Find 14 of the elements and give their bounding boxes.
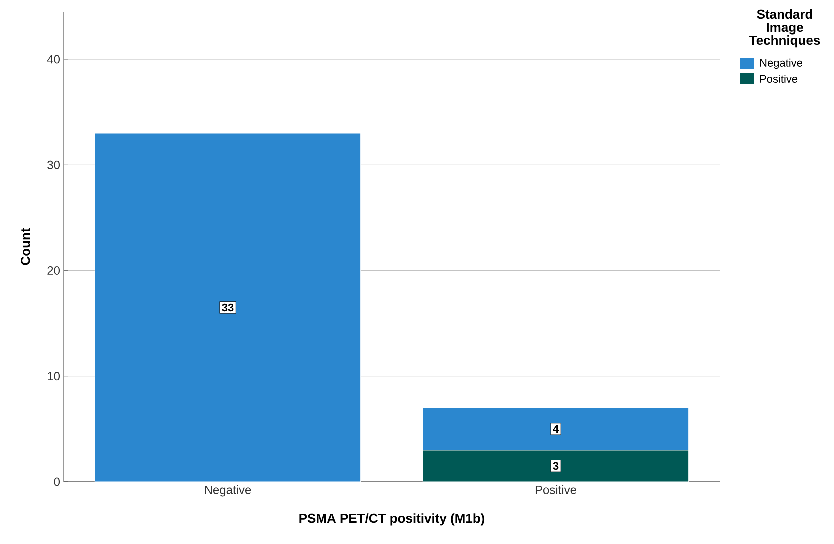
legend-title: Standard Image Techniques	[750, 10, 820, 48]
y-tick-label: 10	[48, 372, 60, 381]
y-tick-label: 30	[48, 160, 60, 170]
y-tick-label: 0	[54, 478, 60, 486]
bar	[94, 133, 362, 482]
x-axis-title: PSMA PET/CT positivity (M1b)	[300, 514, 485, 526]
data-label: 3	[553, 462, 559, 470]
y-axis-title: Count	[21, 228, 30, 266]
data-label: 33	[222, 304, 234, 312]
legend-label: Positive	[760, 74, 798, 84]
data-label: 4	[553, 425, 560, 433]
y-tick-label: 20	[48, 266, 60, 275]
legend-label: Negative	[760, 58, 802, 70]
y-tick-label: 40	[47, 55, 60, 64]
